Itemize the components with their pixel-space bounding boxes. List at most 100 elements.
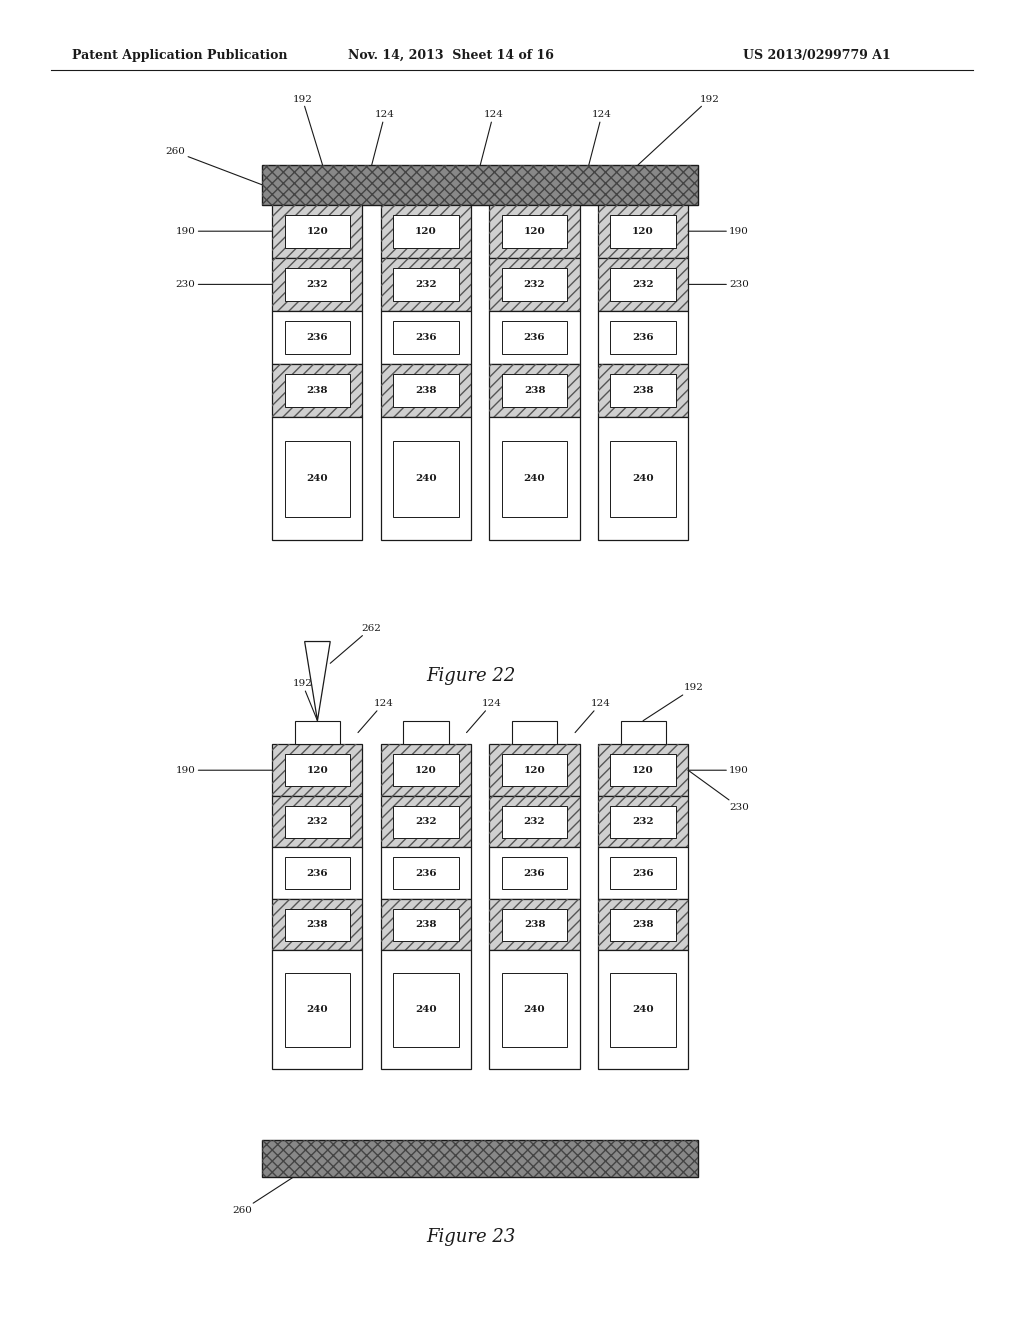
- Bar: [272, 899, 362, 950]
- Text: 124: 124: [575, 700, 610, 733]
- Bar: [598, 899, 688, 950]
- Bar: [285, 973, 350, 1047]
- Bar: [598, 744, 688, 796]
- Text: US 2013/0299779 A1: US 2013/0299779 A1: [743, 49, 891, 62]
- Text: 232: 232: [523, 817, 546, 826]
- Bar: [502, 754, 567, 787]
- Bar: [285, 268, 350, 301]
- Bar: [598, 796, 688, 847]
- Bar: [403, 721, 449, 744]
- Text: 232: 232: [306, 817, 329, 826]
- Text: 238: 238: [307, 920, 328, 929]
- Bar: [285, 908, 350, 941]
- Bar: [502, 321, 567, 354]
- Bar: [489, 364, 580, 417]
- Bar: [610, 754, 676, 787]
- Bar: [285, 441, 350, 517]
- Text: Figure 23: Figure 23: [426, 1228, 516, 1246]
- Bar: [272, 205, 362, 257]
- Bar: [381, 257, 471, 312]
- Text: Patent Application Publication: Patent Application Publication: [72, 49, 287, 62]
- Bar: [272, 205, 362, 257]
- Text: 240: 240: [523, 1006, 546, 1014]
- Text: 232: 232: [523, 280, 546, 289]
- Bar: [381, 417, 471, 540]
- Bar: [598, 205, 688, 257]
- Bar: [272, 364, 362, 417]
- Text: 236: 236: [415, 333, 437, 342]
- Bar: [502, 805, 567, 838]
- Bar: [285, 375, 350, 408]
- Bar: [285, 754, 350, 787]
- Text: 240: 240: [632, 474, 654, 483]
- Bar: [610, 805, 676, 838]
- Bar: [393, 908, 459, 941]
- Bar: [489, 744, 580, 796]
- Text: 124: 124: [480, 111, 503, 165]
- Bar: [610, 908, 676, 941]
- Bar: [598, 796, 688, 847]
- Bar: [272, 847, 362, 899]
- Text: 260: 260: [232, 1177, 293, 1214]
- Bar: [610, 441, 676, 517]
- Bar: [598, 257, 688, 312]
- Text: 124: 124: [589, 111, 611, 165]
- Text: 238: 238: [524, 387, 545, 395]
- Bar: [285, 857, 350, 890]
- Text: 190: 190: [176, 227, 272, 236]
- Bar: [285, 215, 350, 248]
- Bar: [393, 805, 459, 838]
- Text: 192: 192: [638, 95, 719, 165]
- Text: 190: 190: [688, 766, 749, 775]
- Bar: [381, 796, 471, 847]
- Bar: [381, 744, 471, 796]
- Bar: [489, 312, 580, 364]
- Text: 232: 232: [306, 280, 329, 289]
- Bar: [381, 364, 471, 417]
- Bar: [489, 847, 580, 899]
- Text: 236: 236: [523, 333, 546, 342]
- Text: 192: 192: [293, 680, 317, 721]
- Text: 240: 240: [523, 474, 546, 483]
- Bar: [489, 899, 580, 950]
- Text: 230: 230: [688, 771, 749, 812]
- Bar: [598, 417, 688, 540]
- Bar: [381, 899, 471, 950]
- Bar: [272, 417, 362, 540]
- Bar: [610, 375, 676, 408]
- Bar: [262, 165, 698, 205]
- Text: 232: 232: [415, 817, 437, 826]
- Bar: [272, 744, 362, 796]
- Text: 240: 240: [306, 1006, 329, 1014]
- Bar: [295, 721, 340, 744]
- Bar: [262, 1140, 698, 1177]
- Bar: [610, 321, 676, 354]
- Text: 190: 190: [176, 766, 272, 775]
- Text: 120: 120: [632, 766, 654, 775]
- Bar: [272, 899, 362, 950]
- Text: 238: 238: [633, 387, 653, 395]
- Bar: [381, 205, 471, 257]
- Text: 240: 240: [415, 1006, 437, 1014]
- Bar: [489, 796, 580, 847]
- Text: 240: 240: [632, 1006, 654, 1014]
- Bar: [610, 857, 676, 890]
- Bar: [393, 321, 459, 354]
- Bar: [598, 205, 688, 257]
- Text: 236: 236: [306, 869, 329, 878]
- Bar: [381, 364, 471, 417]
- Text: 236: 236: [523, 869, 546, 878]
- Bar: [272, 796, 362, 847]
- Bar: [598, 847, 688, 899]
- Bar: [393, 973, 459, 1047]
- Bar: [489, 257, 580, 312]
- Text: 232: 232: [415, 280, 437, 289]
- Bar: [262, 1140, 698, 1177]
- Bar: [610, 268, 676, 301]
- Bar: [489, 744, 580, 796]
- Bar: [621, 721, 666, 744]
- Bar: [610, 215, 676, 248]
- Text: 240: 240: [415, 474, 437, 483]
- Bar: [489, 205, 580, 257]
- Bar: [489, 796, 580, 847]
